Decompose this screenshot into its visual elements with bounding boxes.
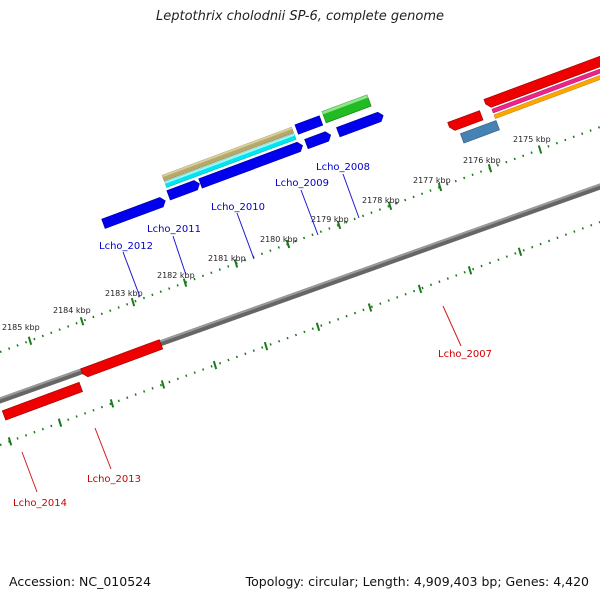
gene-lcho-2007[interactable] — [460, 120, 500, 144]
major-tick — [487, 163, 493, 173]
label-lcho-2008[interactable]: Lcho_2008 — [316, 162, 370, 173]
major-tick-lower — [467, 266, 473, 275]
major-tick-lower — [417, 284, 423, 294]
label-lcho-2009[interactable]: Lcho_2009 — [275, 178, 329, 189]
major-tick-lower — [212, 360, 218, 370]
gene-lcho-2009[interactable] — [294, 115, 324, 135]
reverse-features — [1, 36, 600, 421]
major-tick — [130, 297, 136, 307]
major-tick-lower — [315, 322, 321, 332]
upper-leaders — [122, 173, 360, 298]
label-lcho-2011[interactable]: Lcho_2011 — [147, 224, 201, 235]
feature-orange[interactable] — [493, 51, 600, 119]
major-tick — [437, 182, 443, 192]
kbp-label-2176: 2176 kbp — [463, 156, 501, 165]
major-tick-lower — [160, 380, 166, 389]
gene-lcho-2014[interactable] — [1, 381, 83, 421]
kbp-label-2184: 2184 kbp — [53, 306, 91, 315]
kbp-label-2175: 2175 kbp — [513, 135, 551, 144]
upper-gene-labels: Lcho_2008 Lcho_2009 Lcho_2010 Lcho_2011 … — [99, 162, 370, 252]
gene-lcho-2008b[interactable] — [336, 111, 384, 138]
major-tick-lower — [57, 418, 63, 427]
kbp-label-2180: 2180 kbp — [260, 235, 298, 244]
label-lcho-2012[interactable]: Lcho_2012 — [99, 241, 153, 252]
gene-reverse-long[interactable] — [483, 36, 600, 109]
major-tick — [79, 316, 85, 326]
kbp-label-2182: 2182 kbp — [157, 271, 195, 280]
lower-tick-track — [0, 220, 600, 447]
major-tick — [27, 336, 33, 346]
lower-gene-labels: Lcho_2007 Lcho_2013 Lcho_2014 — [13, 349, 492, 509]
map-title: Leptothrix cholodnii SP-6, complete geno… — [156, 9, 444, 24]
major-tick — [285, 239, 291, 249]
kbp-label-2179: 2179 kbp — [311, 215, 349, 224]
kbp-label-2183: 2183 kbp — [105, 289, 143, 298]
major-tick-lower — [367, 303, 373, 312]
topology-summary: Topology: circular; Length: 4,909,403 bp… — [245, 574, 589, 589]
major-tick — [233, 259, 239, 268]
kbp-labels: 2175 kbp 2176 kbp 2177 kbp 2178 kbp 2179… — [2, 135, 551, 332]
kbp-label-2177: 2177 kbp — [413, 176, 451, 185]
gene-lcho-2007b[interactable] — [447, 110, 484, 132]
upper-tick-track — [0, 125, 600, 354]
label-lcho-2007[interactable]: Lcho_2007 — [438, 349, 492, 360]
major-ticks — [7, 145, 543, 446]
gene-lcho-2010[interactable] — [198, 141, 305, 189]
major-tick-lower — [109, 399, 115, 408]
label-lcho-2010[interactable]: Lcho_2010 — [211, 202, 265, 213]
major-tick-lower — [7, 436, 13, 446]
forward-features — [101, 94, 384, 229]
label-lcho-2013[interactable]: Lcho_2013 — [87, 474, 141, 485]
major-tick — [537, 145, 543, 154]
major-tick — [336, 220, 342, 230]
gene-lcho-2013[interactable] — [80, 339, 164, 379]
gene-lcho-2012[interactable] — [101, 196, 167, 229]
gene-lcho-2011[interactable] — [166, 179, 201, 201]
gene-lcho-2009b[interactable] — [304, 130, 333, 150]
lower-leaders — [21, 305, 462, 493]
kbp-label-2185: 2185 kbp — [2, 323, 40, 332]
feature-pink[interactable] — [491, 46, 600, 114]
major-tick — [387, 201, 393, 211]
kbp-label-2178: 2178 kbp — [362, 196, 400, 205]
accession-text: Accession: NC_010524 — [9, 574, 152, 589]
kbp-label-2181: 2181 kbp — [208, 254, 246, 263]
major-tick-lower — [263, 341, 269, 351]
label-lcho-2014[interactable]: Lcho_2014 — [13, 498, 67, 509]
major-tick-lower — [517, 247, 523, 257]
major-tick — [182, 278, 188, 287]
